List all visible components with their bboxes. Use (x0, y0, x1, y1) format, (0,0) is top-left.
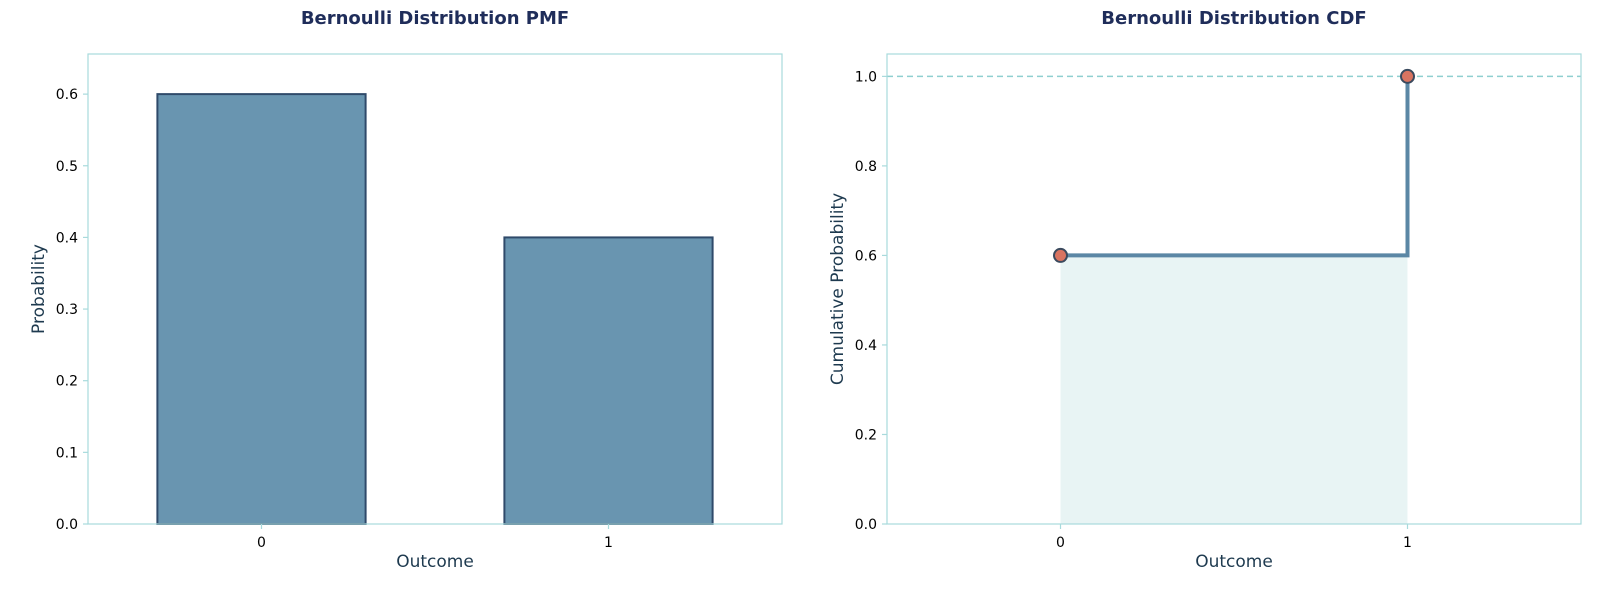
cdf-x-axis-label: Outcome (1195, 552, 1273, 572)
pmf-y-tick-label: 0.0 (56, 517, 78, 533)
pmf-plot-frame (87, 53, 783, 525)
cdf-step-line (1060, 76, 1410, 258)
pmf-title: Bernoulli Distribution PMF (301, 8, 569, 29)
cdf-y-tick-label: 0.8 (855, 159, 877, 175)
cdf-point (1053, 247, 1068, 263)
cdf-y-tick-label: 0.6 (855, 248, 877, 264)
pmf-bar (503, 236, 714, 525)
cdf-fill-area (1060, 255, 1408, 524)
cdf-chart: Bernoulli Distribution CDF 0 1 0.0 0.2 0.4 0.… (828, 8, 1582, 572)
pmf-y-tick-label: 0.4 (56, 230, 78, 246)
pmf-y-tick-label: 0.6 (56, 87, 78, 103)
pmf-y-tick-label: 0.1 (56, 445, 78, 461)
pmf-x-axis-label: Outcome (396, 552, 474, 572)
cdf-y-axis-label: Cumulative Probability (828, 193, 848, 385)
cdf-title: Bernoulli Distribution CDF (1101, 8, 1366, 29)
cdf-y-tick-label: 0.2 (855, 427, 877, 443)
cdf-x-tick-label: 0 (1056, 535, 1065, 551)
pmf-bar (156, 93, 367, 525)
cdf-plot-frame (886, 53, 1582, 525)
pmf-y-tick-label: 0.3 (56, 302, 78, 318)
pmf-x-tick-label: 1 (604, 535, 613, 551)
pmf-y-tick-label: 0.2 (56, 374, 78, 390)
cdf-y-tick-label: 0.4 (855, 338, 877, 354)
cdf-x-tick-label: 1 (1403, 535, 1412, 551)
pmf-y-axis-label: Probability (29, 244, 49, 334)
cdf-y-tick-label: 1.0 (855, 69, 877, 85)
pmf-x-tick-label: 0 (257, 535, 266, 551)
pmf-y-tick-label: 0.5 (56, 159, 78, 175)
pmf-chart: Bernoulli Distribution PMF 0 1 0.0 0.1 0.2 0.… (29, 8, 783, 572)
cdf-point (1400, 68, 1415, 84)
cdf-y-tick-label: 0.0 (855, 517, 877, 533)
